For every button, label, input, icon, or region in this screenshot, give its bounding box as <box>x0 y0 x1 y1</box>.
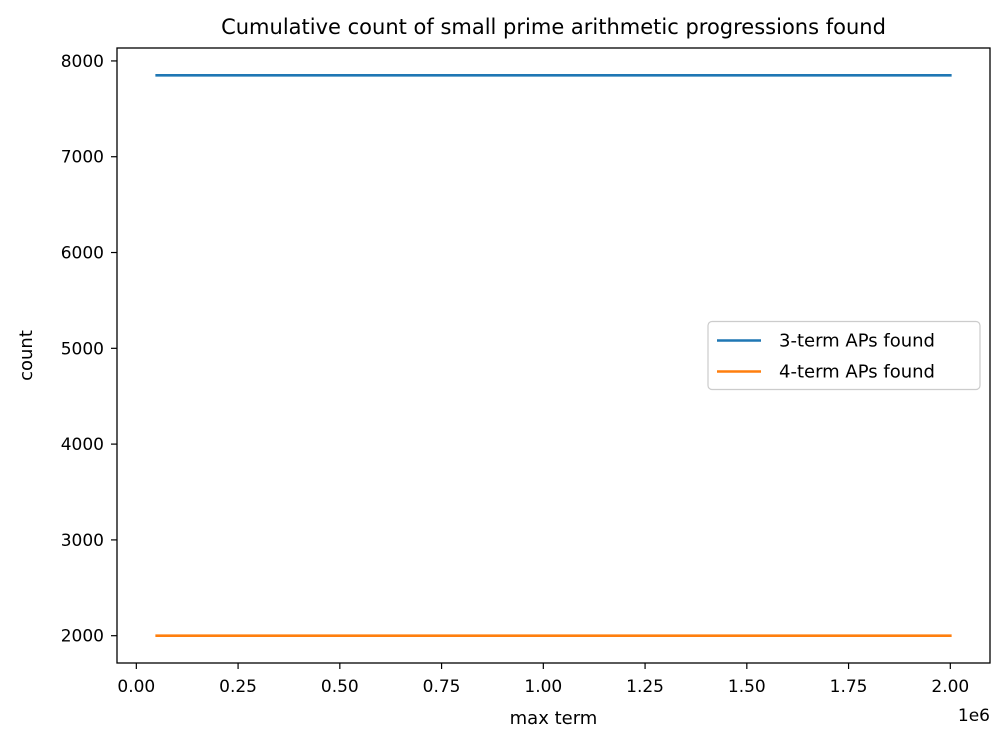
legend: 3-term APs found 4-term APs found <box>707 320 981 391</box>
y-tick-label: 6000 <box>61 244 104 264</box>
y-axis-ticks: 2000 3000 4000 5000 6000 7000 8000 <box>61 52 117 647</box>
x-axis-offset-label: 1e6 <box>958 706 990 726</box>
series-layer <box>155 74 952 638</box>
legend-label-2: 4-term APs found <box>779 362 935 383</box>
y-tick-label: 4000 <box>61 435 104 455</box>
x-tick-label: 0.50 <box>321 677 359 697</box>
y-tick-label: 5000 <box>61 339 104 359</box>
x-axis-ticks: 0.00 0.25 0.50 0.75 1.00 1.25 1.50 1.75 2.00 <box>117 663 969 697</box>
plot-area-frame <box>116 47 991 664</box>
chart-title: Cumulative count of small prime arithmet… <box>221 15 886 39</box>
x-tick-label: 1.75 <box>830 677 868 697</box>
legend-box <box>707 320 981 391</box>
x-tick-label: 0.25 <box>219 677 257 697</box>
legend-label-1: 3-term APs found <box>779 331 935 352</box>
y-tick-label: 3000 <box>61 531 104 551</box>
x-tick-label: 2.00 <box>931 677 969 697</box>
x-tick-label: 0.00 <box>117 677 155 697</box>
x-tick-label: 1.25 <box>626 677 664 697</box>
x-tick-label: 0.75 <box>423 677 461 697</box>
x-axis-label: max term <box>510 708 598 729</box>
x-tick-label: 1.00 <box>524 677 562 697</box>
y-tick-label: 7000 <box>61 148 104 168</box>
y-axis-label: count <box>16 330 37 381</box>
y-tick-label: 8000 <box>61 52 104 72</box>
y-tick-label: 2000 <box>61 627 104 647</box>
x-tick-label: 1.50 <box>728 677 766 697</box>
